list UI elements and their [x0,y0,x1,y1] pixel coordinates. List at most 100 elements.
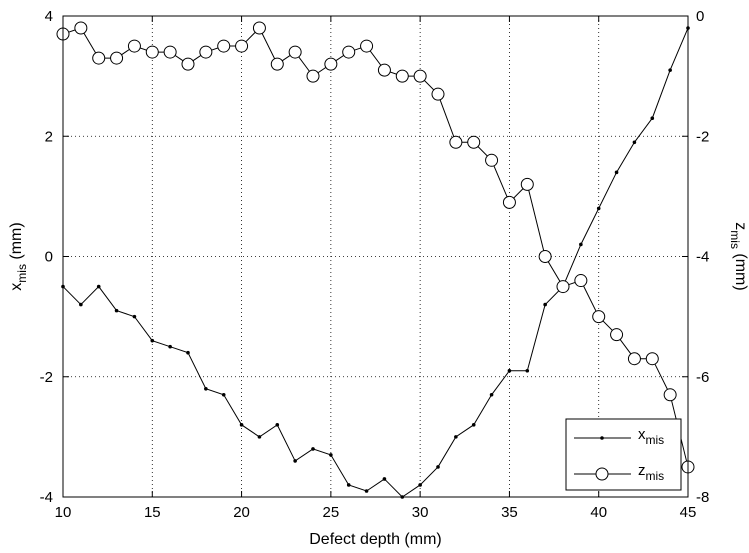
x-tick-label: 25 [323,504,340,521]
data-point-z-mis [502,195,516,209]
right-y-tick-label: -2 [696,128,709,145]
data-point-x-mis [204,386,208,391]
right-y-tick-label: -4 [696,249,709,266]
data-point-z-mis [592,310,606,324]
right-y-axis-label: zmis (mm) [728,222,749,290]
data-point-x-mis [650,116,655,121]
legend-label-x-mis-sub: mis [646,433,665,447]
data-point-z-mis [395,69,409,83]
right-y-tick-label: 0 [696,8,704,25]
data-point-z-mis [163,45,177,59]
left-y-tick-label: -2 [40,369,53,386]
left-y-axis-label-sub: mis [15,264,29,283]
data-point-z-mis [360,39,374,53]
data-point-z-mis [181,57,195,71]
data-point-z-mis [145,45,159,59]
data-point-x-mis [632,140,637,145]
x-tick-label: 20 [233,504,250,521]
data-point-z-mis [645,352,659,366]
legend-box [565,418,682,491]
data-point-x-mis [239,423,244,427]
left-y-tick-label: 2 [45,128,53,145]
right-y-axis-label-unit: (mm) [732,249,749,291]
data-point-x-mis [79,302,83,307]
data-point-x-mis [114,308,119,313]
data-point-z-mis [235,39,249,53]
left-y-tick-label: 4 [45,8,53,25]
data-point-x-mis [311,447,315,451]
data-point-x-mis [132,314,137,319]
data-point-x-mis [454,435,458,439]
data-point-x-mis [614,170,619,175]
data-point-x-mis [257,435,262,439]
data-point-z-mis [556,280,570,294]
data-point-z-mis [324,57,338,71]
data-point-x-mis [436,465,440,469]
right-y-axis-label-main: z [732,222,749,230]
data-point-z-mis [574,274,588,288]
data-point-z-mis [110,51,124,65]
x-tick-label: 40 [590,504,607,521]
legend-label-z-mis: zmis [638,462,664,483]
left-y-tick-label: 0 [45,249,53,266]
data-point-x-mis [293,459,297,463]
left-y-axis-label: xmis (mm) [8,222,29,290]
grid-lines [63,16,688,497]
data-point-z-mis [663,388,677,402]
right-y-axis-label-sub: mis [728,230,742,249]
series-line-z-mis [62,27,689,468]
data-point-x-mis [543,302,547,307]
data-point-x-mis [668,68,672,72]
data-point-x-mis [382,477,387,481]
data-point-x-mis [525,368,530,373]
x-tick-label: 30 [412,504,429,521]
data-point-z-mis [520,177,534,191]
data-point-x-mis [596,206,601,211]
data-point-z-mis [413,69,427,83]
data-point-z-mis [377,63,391,77]
series-layer [56,21,695,499]
data-point-x-mis [329,453,333,457]
data-point-z-mis [610,328,624,342]
data-point-x-mis [489,392,494,397]
data-point-x-mis [168,344,172,349]
data-point-z-mis [92,51,106,65]
data-point-x-mis [418,483,422,487]
data-point-x-mis [579,242,583,247]
x-tick-label: 10 [55,504,72,521]
data-point-z-mis [342,45,356,59]
data-point-z-mis [627,352,641,366]
data-point-z-mis [270,57,284,71]
data-point-z-mis [485,153,499,167]
x-tick-label: 35 [501,504,518,521]
axis-ticks: 10 15 20 25 30 35 40 45 -4 -2 0 2 4 -8 -6 -4 -2 0 [40,8,710,521]
legend-label-x-mis-main: x [638,426,646,443]
data-point-x-mis [275,423,280,427]
data-point-x-mis [186,350,190,355]
data-point-x-mis [150,338,155,343]
series-line-x-mis [62,27,689,498]
x-tick-label: 45 [680,504,697,521]
data-point-x-mis [221,392,226,397]
legend: xmis zmis [565,418,682,491]
data-point-z-mis [288,45,302,59]
legend-marker-x-mis [600,436,604,440]
data-point-z-mis [252,21,266,35]
data-point-z-mis [306,69,320,83]
legend-label-z-mis-main: z [638,462,646,479]
data-point-x-mis [346,483,351,487]
data-point-z-mis [199,45,213,59]
data-point-z-mis [467,135,481,149]
right-y-tick-label: -6 [696,369,709,386]
left-y-axis-label-main: x [8,283,25,291]
data-point-z-mis [74,21,88,35]
data-point-z-mis [127,39,141,53]
legend-label-x-mis: xmis [638,426,664,447]
left-y-axis-label-unit: (mm) [8,222,25,264]
right-y-tick-label: -8 [696,489,709,506]
data-point-x-mis [96,284,101,289]
data-point-z-mis [538,250,552,263]
data-point-z-mis [431,87,445,101]
left-y-tick-label: -4 [40,489,53,506]
